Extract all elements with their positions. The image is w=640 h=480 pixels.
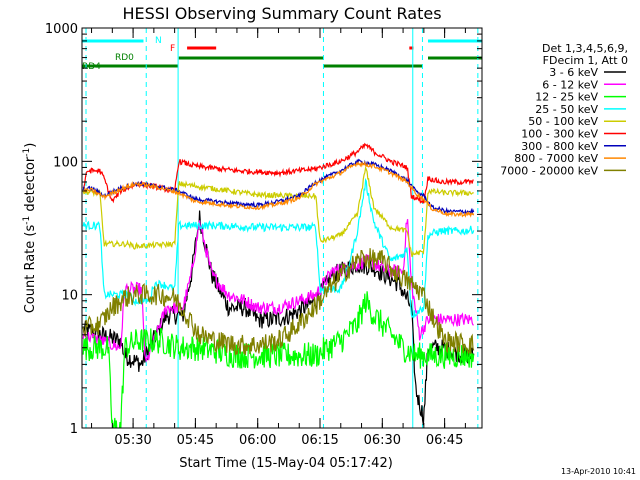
series-line-6 [82, 158, 475, 216]
x-tick-label-2: 06:00 [239, 433, 276, 448]
y-axis-label-part2: detector [23, 156, 38, 216]
vertical-markers [85, 28, 479, 428]
y-axis-label-part3: ) [23, 143, 38, 148]
series-line-0 [82, 210, 475, 426]
x-axis: 05:30 05:45 06:00 06:15 06:30 06:45 [91, 28, 466, 448]
chart-title: HESSI Observing Summary Count Rates [122, 4, 441, 23]
y-axis-label-sup2: -1 [22, 148, 32, 157]
series-line-8 [82, 248, 475, 356]
flag-label-rd0: RD0 [115, 53, 134, 63]
legend-label-3: 25 - 50 keV [535, 103, 598, 116]
x-tick-label-3: 06:15 [301, 433, 338, 448]
legend: Det 1,3,4,5,6,9,FDecim 1, Att 03 - 6 keV… [500, 42, 628, 177]
flag-label-rd4: RD4 [82, 62, 101, 72]
x-tick-label-1: 05:45 [177, 433, 214, 448]
series-line-4 [82, 165, 474, 258]
series-layer [82, 142, 475, 428]
y-axis-label: Count Rate (s-1 detector-1) [22, 143, 38, 314]
legend-label-5: 100 - 300 keV [521, 128, 598, 141]
series-line-2 [82, 291, 475, 428]
y-axis-label-part1: Count Rate (s [23, 225, 38, 314]
series-line-3 [82, 177, 475, 319]
x-tick-label-5: 06:45 [426, 433, 463, 448]
legend-label-6: 300 - 800 keV [521, 140, 598, 153]
x-tick-label-0: 05:30 [114, 433, 151, 448]
y-tick-label-3: 1000 [45, 22, 78, 37]
flag-label-f: F [170, 44, 175, 54]
x-tick-label-4: 06:30 [364, 433, 401, 448]
legend-label-4: 50 - 100 keV [528, 115, 598, 128]
legend-header-1: FDecim 1, Att 0 [543, 54, 628, 67]
legend-header-0: Det 1,3,4,5,6,9, [542, 42, 628, 55]
legend-label-1: 6 - 12 keV [542, 78, 598, 91]
plot-frame [81, 27, 483, 429]
flag-bars: NF RD0 RD4 [82, 36, 482, 72]
y-axis: 1 10 100 1000 [45, 22, 482, 437]
legend-label-8: 7000 - 20000 keV [500, 164, 598, 177]
y-axis-label-sup1: -1 [22, 216, 32, 225]
series-line-7 [82, 160, 475, 218]
legend-label-7: 800 - 7000 keV [514, 152, 598, 165]
flag-label-n: N [155, 36, 162, 46]
legend-label-0: 3 - 6 keV [549, 66, 598, 79]
x-axis-label: Start Time (15-May-04 05:17:42) [179, 456, 393, 471]
timestamp: 13-Apr-2010 10:41 [561, 467, 636, 476]
legend-label-2: 12 - 25 keV [535, 91, 598, 104]
y-tick-label-0: 1 [70, 422, 78, 437]
y-tick-label-2: 100 [53, 155, 78, 170]
y-tick-label-1: 10 [61, 289, 78, 304]
